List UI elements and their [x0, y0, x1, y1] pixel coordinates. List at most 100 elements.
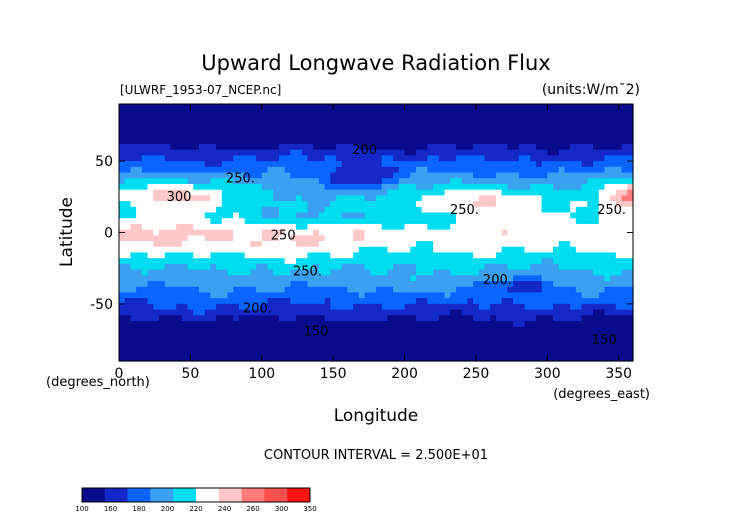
contour-cell [261, 235, 280, 242]
contour-cell [130, 263, 166, 271]
contour-cell [604, 309, 634, 316]
contour-cell [284, 258, 297, 265]
contour-cell [296, 195, 303, 202]
contour-cell [238, 303, 263, 311]
contour-cell [478, 303, 491, 311]
contour-cell [210, 178, 234, 185]
contour-cell [398, 178, 451, 185]
contour-cell [290, 149, 303, 156]
contour-cell [570, 241, 634, 248]
contour-cell [153, 303, 177, 311]
contour-cell [415, 149, 548, 156]
contour-cell [490, 315, 497, 322]
contour-cell [284, 229, 314, 236]
contour-cell [541, 275, 606, 282]
colorbar-swatch [218, 488, 242, 502]
contour-cell [627, 189, 634, 196]
contour-cell [524, 246, 554, 254]
contour-cell [450, 269, 480, 276]
contour-cell [119, 235, 189, 242]
contour-cell [530, 183, 554, 191]
contour-cell [358, 143, 428, 151]
contour-cell [598, 195, 611, 202]
contour-cell [581, 303, 617, 311]
contour-cell [198, 143, 217, 151]
contour-cell [187, 235, 206, 242]
contour-cell [530, 155, 606, 162]
contour-cell [381, 223, 406, 231]
contour-cell [119, 263, 132, 271]
contour-cell [427, 166, 560, 174]
colorbar-swatch [173, 488, 197, 502]
contour-cell [187, 303, 217, 311]
contour-cell [119, 349, 634, 356]
contour-cell [296, 241, 320, 248]
y-axis: -50 0 50 [90, 154, 633, 313]
contour-cell [427, 155, 440, 162]
contour-cell [610, 195, 623, 202]
contour-cell [278, 235, 291, 242]
contour-cell [176, 303, 189, 311]
contour-cell [284, 286, 349, 294]
contour-cell [119, 321, 514, 328]
contour-cell [187, 178, 211, 185]
contour-cell [541, 281, 554, 288]
contour-cell [324, 206, 423, 214]
contour-cell [490, 303, 526, 311]
contour-cell [119, 149, 291, 156]
x-tick-label: 50 [181, 366, 199, 382]
contour-cell [587, 201, 600, 208]
contour-cell [587, 178, 634, 185]
colorbar-label: 200 [161, 505, 174, 513]
contour-cell [227, 269, 251, 276]
contour-cell [124, 178, 189, 185]
contour-cell [233, 212, 240, 219]
contour-cell [535, 315, 554, 322]
contour-cell [210, 263, 217, 271]
contour-cell [621, 166, 634, 174]
contour-cell [261, 303, 331, 311]
contour-cell [130, 252, 149, 259]
contour-cell [136, 286, 200, 294]
contour-cell [119, 121, 634, 128]
contour-cell [278, 155, 309, 162]
colorbar-label: 220 [189, 505, 202, 513]
contour-cell [233, 315, 240, 322]
contour-cell [404, 303, 480, 311]
contour-cell [158, 315, 183, 322]
contour-cell [119, 355, 634, 362]
contour-cell [604, 155, 634, 162]
contour-cell [324, 155, 337, 162]
contour-cell [204, 212, 234, 219]
contour-cell [250, 241, 263, 248]
contour-cell [290, 235, 326, 242]
x-tick-label: 300 [534, 366, 561, 382]
contour-cell [615, 201, 634, 208]
contour-cell [278, 212, 297, 219]
contour-cell [415, 315, 440, 322]
contour-cell [415, 241, 434, 248]
contour-cell [570, 206, 577, 214]
contour-cell [119, 303, 154, 311]
contour-cell [547, 149, 560, 156]
contour-cell [604, 275, 611, 282]
contour-cell [290, 172, 331, 179]
contour-cell [421, 206, 543, 214]
contour-cell [495, 252, 617, 259]
contour-cell [358, 292, 366, 299]
contour-cell [507, 143, 520, 151]
contour-cell [119, 315, 132, 322]
contour-cell [193, 223, 297, 231]
contour-cell [398, 183, 417, 191]
x-unit-label: (degrees_east) [553, 387, 650, 402]
contour-cell [598, 212, 634, 219]
contour-cell [535, 143, 571, 151]
contour-cell [593, 309, 606, 316]
x-tick-label: 350 [605, 366, 632, 382]
contour-cell [473, 201, 497, 208]
contour-cell [176, 223, 194, 231]
plot-area: 200 250. 300 250. 250. 250 250. 200. 200. 150 150 [119, 104, 634, 362]
contour-cell [204, 235, 234, 242]
contour-cell [501, 229, 508, 236]
contour-cell [575, 218, 600, 225]
